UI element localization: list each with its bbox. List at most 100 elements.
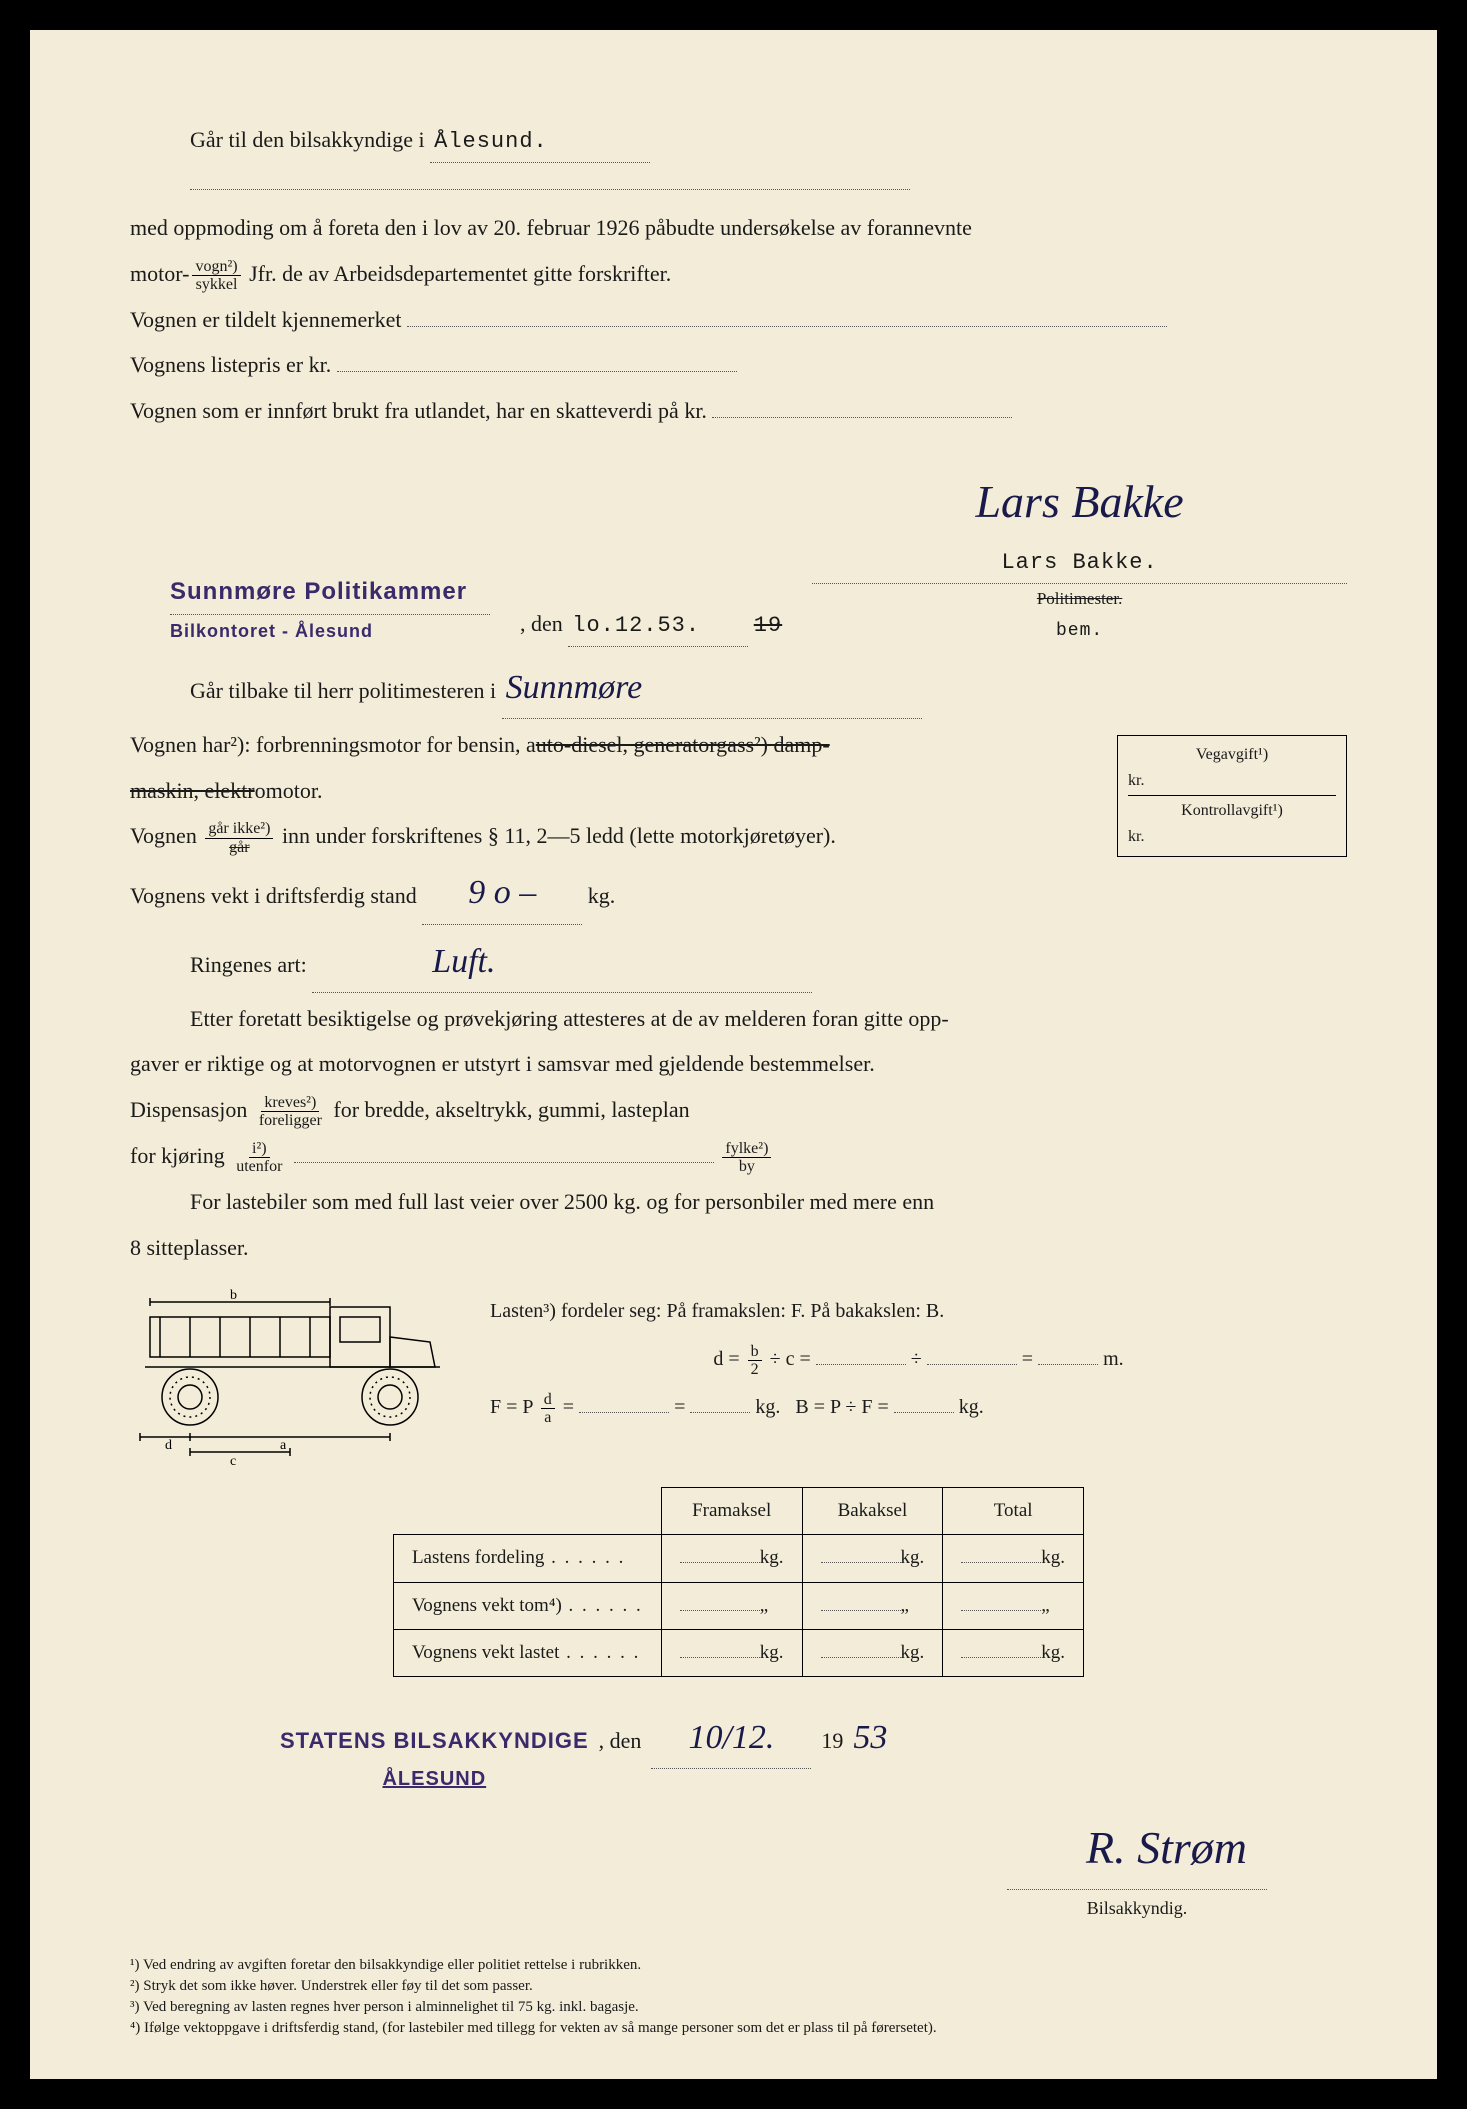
- attest-line2: gaver er riktige og at motorvognen er ut…: [130, 1044, 1347, 1084]
- sig2-label: Bilsakkyndig.: [1007, 1889, 1267, 1924]
- fee-label-1: Vegavgift¹): [1128, 742, 1336, 768]
- signature-2-area: R. Strøm: [130, 1807, 1247, 1890]
- text: inn under forskriftenes § 11, 2—5 ledd (…: [282, 823, 836, 848]
- text: , den: [599, 1721, 642, 1761]
- truck-section: d a c b Lasten³) fordeler seg: På framak…: [130, 1287, 1347, 1467]
- sig-title2: bem.: [812, 615, 1347, 647]
- svg-text:a: a: [280, 1438, 287, 1453]
- struck: maskin, elektr: [130, 778, 255, 803]
- row-label: Lastens fordeling: [412, 1547, 625, 1568]
- fill-blank: [712, 417, 1012, 418]
- weight-value: 9 o –: [422, 862, 582, 924]
- truck-note1: For lastebiler som med full last veier o…: [190, 1182, 1347, 1222]
- text: , den: [520, 611, 563, 636]
- text: Vognen er tildelt kjennemerket: [130, 307, 401, 332]
- svg-text:b: b: [230, 1288, 237, 1303]
- state-stamp: STATENS BILSAKKYNDIGE ÅLESUND: [280, 1721, 589, 1797]
- fill-blank: [407, 326, 1167, 327]
- text: motor-: [130, 261, 189, 286]
- frac-vogn-sykkel: vogn²)sykkel: [192, 258, 240, 294]
- date-value: lo.12.53.: [568, 606, 748, 647]
- svg-text:d: d: [165, 1438, 172, 1453]
- text: for bredde, akseltrykk, gummi, lasteplan: [333, 1097, 689, 1122]
- text: for kjøring: [130, 1143, 225, 1168]
- signature-block-1: Sunnmøre Politikammer Bilkontoret - Åles…: [170, 461, 1347, 647]
- date-block: , den lo.12.53. 19: [520, 604, 782, 647]
- text: kg.: [588, 883, 616, 908]
- text: Vognen har²): forbrenningsmotor for bens…: [130, 732, 536, 757]
- th-total: Total: [943, 1488, 1084, 1535]
- attest-line1: Etter foretatt besiktigelse og prøvekjør…: [190, 999, 1347, 1039]
- fee-label-2: Kontrollavgift¹): [1128, 798, 1336, 824]
- line-listepris: Vognens listepris er kr.: [130, 345, 1347, 385]
- text: 19: [821, 1721, 843, 1761]
- date2-value: 10/12.: [651, 1707, 811, 1769]
- struck: uto-diesel, generatorgass²) damp-: [536, 732, 830, 757]
- frac-disp: kreves²)foreligger: [256, 1094, 325, 1130]
- table-header-row: Framaksel Bakaksel Total: [393, 1488, 1083, 1535]
- fill-blank: [337, 371, 737, 372]
- weight-table: Framaksel Bakaksel Total Lastens fordeli…: [393, 1487, 1084, 1677]
- text: Ringenes art:: [190, 952, 307, 977]
- truck-diagram: d a c b: [130, 1287, 460, 1467]
- fee-box: Vegavgift¹) kr. Kontrollavgift¹) kr.: [1117, 735, 1347, 856]
- line-recipient: Går til den bilsakkyndige i Ålesund.: [190, 120, 1347, 202]
- truck-note2: 8 sitteplasser.: [130, 1228, 1347, 1268]
- line-skatteverdi: Vognen som er innført brukt fra utlandet…: [130, 391, 1347, 431]
- table-row: Vognens vekt tom⁴) „ „ „: [393, 1582, 1083, 1629]
- line-kjennemerke: Vognen er tildelt kjennemerket: [130, 300, 1347, 340]
- line-return: Går tilbake til herr politimesteren i Su…: [190, 657, 1347, 719]
- signature-1: Lars Bakke: [812, 461, 1347, 544]
- text: omotor.: [255, 778, 323, 803]
- line-weight: Vognens vekt i driftsferdig stand 9 o – …: [130, 862, 1347, 924]
- th-framaksel: Framaksel: [661, 1488, 802, 1535]
- formulas: Lasten³) fordeler seg: På framakslen: F.…: [490, 1287, 1347, 1431]
- text: Vognens listepris er kr.: [130, 352, 331, 377]
- text: Vognen: [130, 823, 197, 848]
- footnote-4: ⁴) Ifølge vektoppgave i driftsferdig sta…: [130, 2018, 1347, 2039]
- text: Går til den bilsakkyndige i: [190, 127, 425, 152]
- footnotes: ¹) Ved endring av avgiften foretar den b…: [130, 1955, 1347, 2039]
- fill-city: Ålesund.: [430, 122, 650, 163]
- row-label: Vognens vekt lastet: [412, 1642, 640, 1663]
- table-row: Vognens vekt lastet kg. kg. kg.: [393, 1629, 1083, 1676]
- line-drive: for kjøring i²)utenfor fylke²)by: [130, 1136, 1347, 1176]
- text: Dispensasjon: [130, 1097, 247, 1122]
- text: Går tilbake til herr politimesteren i: [190, 678, 496, 703]
- footnote-3: ³) Ved beregning av lasten regnes hver p…: [130, 1997, 1347, 2018]
- text: Jfr. de av Arbeidsdepartementet gitte fo…: [249, 261, 671, 286]
- document-page: Går til den bilsakkyndige i Ålesund. med…: [30, 30, 1437, 2079]
- sig-title: Politimester.: [812, 584, 1347, 615]
- line-disp: Dispensasjon kreves²)foreligger for bred…: [130, 1090, 1347, 1130]
- frac-drive-r: fylke²)by: [722, 1140, 771, 1176]
- fill-blank: [190, 189, 910, 190]
- year2-value: 53: [853, 1707, 887, 1768]
- text: Vognens vekt i driftsferdig stand: [130, 883, 417, 908]
- fill-blank: [294, 1162, 714, 1163]
- signature-2: R. Strøm: [130, 1807, 1247, 1890]
- svg-text:c: c: [230, 1454, 236, 1467]
- signature-area: Lars Bakke Lars Bakke. Politimester. bem…: [812, 461, 1347, 647]
- formula-head: Lasten³) fordeler seg: På framakslen: F.…: [490, 1287, 1347, 1335]
- fee-kr-1: kr.: [1128, 768, 1336, 794]
- line-law: med oppmoding om å foreta den i lov av 2…: [130, 208, 1347, 248]
- frac-drive-l: i²)utenfor: [233, 1140, 285, 1176]
- frac-gaar: går ikke²)går: [205, 820, 273, 856]
- stamp-line1: Sunnmøre Politikammer: [170, 570, 490, 613]
- th-bakaksel: Bakaksel: [802, 1488, 943, 1535]
- text: Vognen som er innført brukt fra utlandet…: [130, 398, 707, 423]
- tires-value: Luft.: [312, 931, 812, 993]
- bottom-date-block: STATENS BILSAKKYNDIGE ÅLESUND , den 10/1…: [280, 1707, 1347, 1797]
- year-struck: 19: [754, 613, 782, 638]
- table-row: Lastens fordeling kg. kg. kg.: [393, 1535, 1083, 1582]
- fill-return: Sunnmøre: [502, 657, 922, 719]
- stamp2-line2: ÅLESUND: [280, 1761, 589, 1797]
- line-tires: Ringenes art: Luft.: [190, 931, 1347, 993]
- sig-name: Lars Bakke.: [812, 543, 1347, 584]
- footnote-2: ²) Stryk det som ikke høver. Understrek …: [130, 1976, 1347, 1997]
- footnote-1: ¹) Ved endring av avgiften foretar den b…: [130, 1955, 1347, 1976]
- stamp-line2: Bilkontoret - Ålesund: [170, 615, 490, 647]
- stamp2-line1: STATENS BILSAKKYNDIGE: [280, 1721, 589, 1761]
- row-label: Vognens vekt tom⁴): [412, 1595, 643, 1616]
- police-stamp: Sunnmøre Politikammer Bilkontoret - Åles…: [170, 570, 490, 647]
